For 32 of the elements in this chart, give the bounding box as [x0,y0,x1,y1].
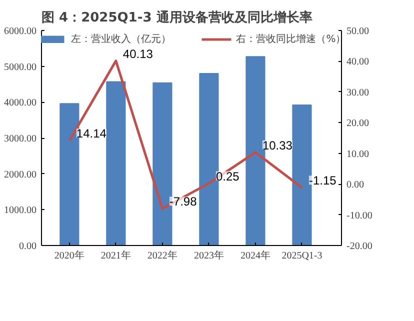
y-tick-label: 5000.00 [4,62,36,73]
y-tick-label: 1000.00 [4,205,36,216]
x-tick-label: 2020年 [54,250,84,262]
bar [106,81,126,246]
y2-tick-label: -10.00 [346,210,372,222]
x-tick-label: 2023年 [194,250,224,262]
chart-title: 图 4：2025Q1-3 通用设备营收及同比增长率 [42,10,312,26]
data-label: 40.13 [122,46,154,61]
y2-tick-label: 30.00 [346,87,369,98]
data-label: 0.25 [216,169,240,184]
data-label: -1.15 [308,174,337,188]
x-tick-label: 2022年 [147,250,178,262]
data-label: 14.14 [76,126,107,141]
line-series [68,60,304,210]
x-tick-label: 2021年 [100,250,131,262]
y-tick-label: 0.00 [19,241,36,252]
y-tick-label: 4000.00 [4,98,36,109]
x-tick-label: 2024年 [240,250,270,262]
y2-tick-label: 20.00 [346,118,369,130]
data-label: -7.98 [169,194,198,209]
y-tick-label: 2000.00 [4,169,36,180]
y2-tick-label: 40.00 [346,56,369,68]
data-label: 10.33 [262,138,293,152]
y2-tick-label: 10.00 [346,148,369,160]
y-tick-label: 6000.00 [4,26,36,37]
legend-label: 左：营业收入（亿元） [71,32,172,46]
legend-label: 右：营收同比增速（%） [236,32,342,46]
x-tick-label: 2025Q1-3 [282,250,322,262]
y-tick-label: 3000.00 [4,134,36,144]
y2-tick-label: -20.00 [346,241,372,252]
y2-tick-label: 50.00 [346,26,369,37]
y2-tick-label: 0.00 [346,180,364,191]
